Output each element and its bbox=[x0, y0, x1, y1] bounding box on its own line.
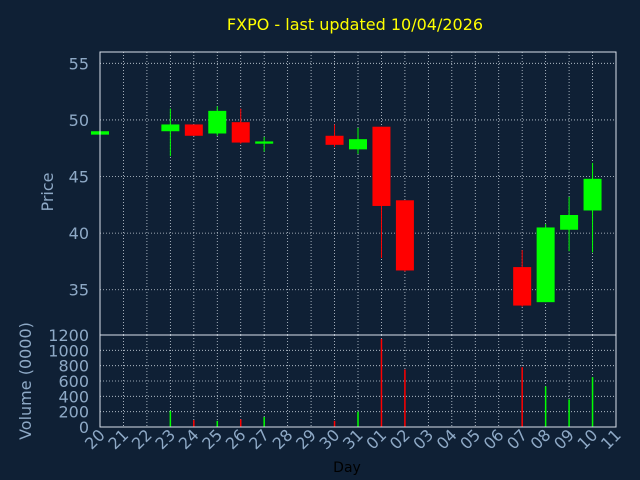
volume-bar-30 bbox=[333, 420, 336, 427]
candle-body bbox=[184, 124, 203, 136]
candle-30 bbox=[325, 124, 344, 148]
candle-23 bbox=[161, 108, 180, 157]
volume-tick-label: 800 bbox=[58, 357, 89, 376]
candle-body bbox=[161, 124, 180, 132]
volume-bar-23 bbox=[169, 410, 172, 427]
volume-bar-10 bbox=[591, 377, 594, 427]
day-tick-label: 11 bbox=[597, 425, 625, 453]
price-tick-label: 55 bbox=[69, 54, 89, 73]
volume-tick-label: 600 bbox=[58, 372, 89, 391]
candle-27 bbox=[255, 136, 274, 152]
candle-body bbox=[395, 200, 414, 271]
candle-body bbox=[513, 267, 532, 306]
volume-tick-label: 400 bbox=[58, 387, 89, 406]
candle-02 bbox=[395, 200, 414, 272]
candle-10 bbox=[583, 162, 602, 253]
candle-body bbox=[255, 141, 274, 144]
volume-bar-01 bbox=[380, 338, 383, 427]
candle-body bbox=[231, 122, 250, 143]
chart-title: FXPO - last updated 10/04/2026 bbox=[227, 15, 483, 34]
volume-tick-label: 1000 bbox=[48, 341, 89, 360]
volume-tick-label: 1200 bbox=[48, 326, 89, 345]
candle-25 bbox=[208, 106, 227, 136]
volume-bar-08 bbox=[544, 386, 547, 427]
day-tick-labels: 2021222324252627282930310102030405060708… bbox=[81, 425, 625, 453]
volume-frame bbox=[99, 334, 617, 428]
price-tick-label: 40 bbox=[69, 224, 89, 243]
volume-bar-09 bbox=[568, 399, 570, 427]
volume-bar-24 bbox=[193, 420, 195, 427]
candle-body bbox=[536, 227, 555, 303]
volume-bar-25 bbox=[216, 420, 219, 427]
candle-07 bbox=[513, 250, 532, 307]
candle-body bbox=[560, 215, 579, 230]
volume-tick-label: 0 bbox=[79, 418, 89, 437]
candle-body bbox=[349, 139, 367, 150]
candle-09 bbox=[560, 196, 579, 252]
volume-axis-label: Volume (0000) bbox=[16, 322, 35, 440]
candle-08 bbox=[536, 224, 555, 303]
price-axis-label: Price bbox=[38, 172, 57, 211]
volume-tick-label: 200 bbox=[58, 403, 89, 422]
price-tick-label: 35 bbox=[69, 281, 89, 300]
volume-bar-07 bbox=[521, 367, 523, 427]
candle-01 bbox=[372, 126, 391, 259]
price-tick-label: 50 bbox=[69, 111, 89, 130]
candle-body bbox=[583, 178, 602, 211]
volume-bar-27 bbox=[263, 417, 265, 427]
candle-26 bbox=[231, 108, 250, 144]
candle-body bbox=[325, 135, 344, 145]
volume-bar-26 bbox=[239, 419, 242, 427]
price-panel: 35 40 45 50 55 bbox=[69, 51, 617, 336]
price-tick-label: 45 bbox=[69, 168, 89, 187]
candle-body bbox=[208, 110, 227, 134]
candle-24 bbox=[184, 124, 203, 136]
candle-body bbox=[372, 126, 391, 206]
candle-31 bbox=[349, 127, 367, 154]
volume-bar-02 bbox=[404, 369, 406, 427]
day-axis-label: Day bbox=[333, 460, 361, 476]
volume-bar-31 bbox=[357, 411, 359, 427]
